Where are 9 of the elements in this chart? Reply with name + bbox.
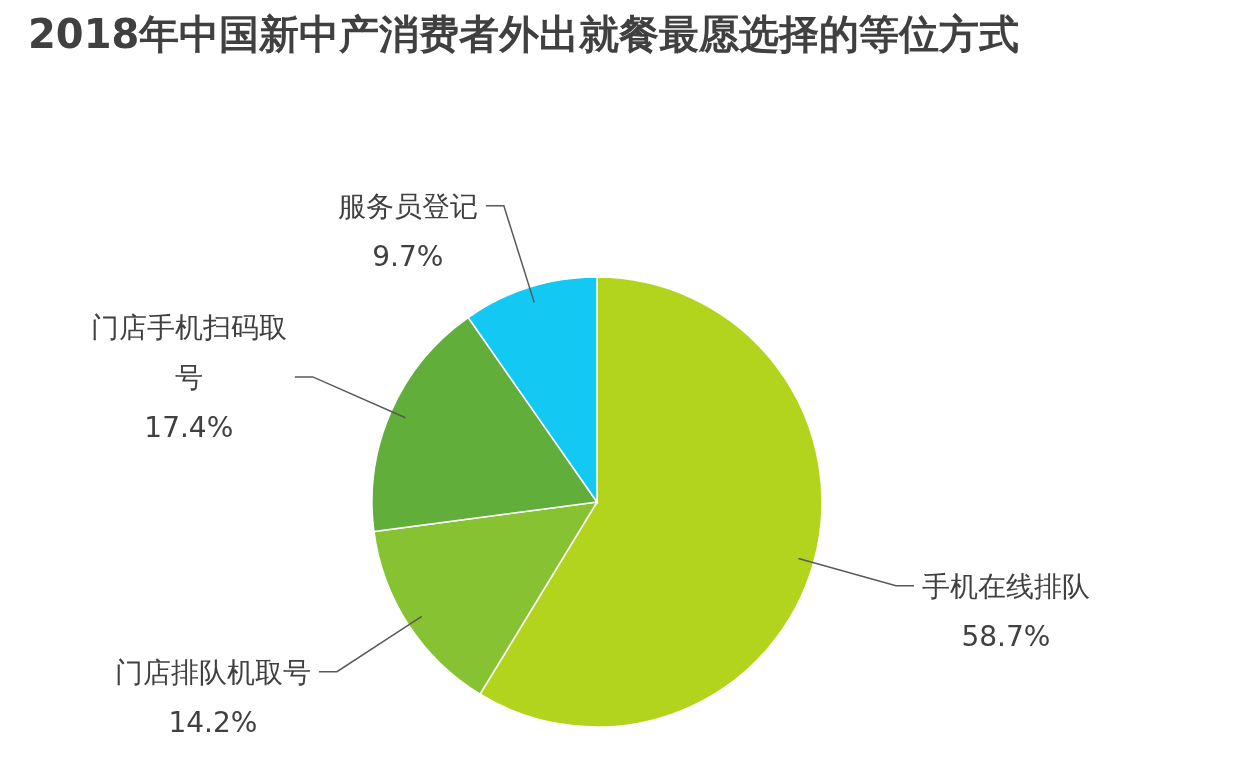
data-label: 9.7%	[372, 239, 444, 273]
chart-title: 2018年中国新中产消费者外出就餐最愿选择的等位方式	[28, 11, 1020, 57]
slice-label: 手机在线排队	[921, 569, 1090, 603]
data-label: 17.4%	[144, 410, 234, 444]
slice-label: 门店排队机取号	[114, 655, 311, 689]
data-label: 58.7%	[961, 619, 1051, 653]
data-label: 14.2%	[168, 705, 258, 739]
slice-label: 门店手机扫码取号	[90, 310, 287, 394]
slice-label: 服务员登记	[337, 189, 478, 223]
